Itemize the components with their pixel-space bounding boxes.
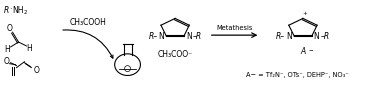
Text: A: A (301, 47, 305, 56)
Text: O: O (7, 24, 12, 33)
Text: N: N (287, 32, 292, 41)
Text: 2: 2 (23, 10, 27, 15)
Text: H: H (26, 44, 32, 53)
Text: H: H (5, 45, 11, 54)
Text: A− = Tf₂N⁻, OTs⁻, DEHP⁻, NO₃⁻: A− = Tf₂N⁻, OTs⁻, DEHP⁻, NO₃⁻ (246, 72, 349, 78)
Text: R–: R– (276, 32, 285, 41)
Text: N: N (186, 32, 192, 41)
Text: O: O (4, 57, 9, 66)
FancyArrowPatch shape (63, 30, 113, 58)
Text: −: − (309, 47, 313, 52)
Text: CH₃COOH: CH₃COOH (70, 18, 106, 27)
Text: –R: –R (193, 32, 202, 41)
Text: R: R (4, 6, 9, 15)
Text: O: O (33, 66, 39, 75)
Text: Metathesis: Metathesis (216, 25, 253, 31)
Text: CH₃COO⁻: CH₃COO⁻ (158, 50, 193, 59)
Text: ·: · (9, 5, 12, 14)
Text: N: N (159, 32, 164, 41)
Text: +: + (302, 11, 307, 16)
Text: NH: NH (12, 6, 24, 15)
Text: –R: –R (321, 32, 330, 41)
Text: N: N (314, 32, 319, 41)
Text: R–: R– (148, 32, 158, 41)
